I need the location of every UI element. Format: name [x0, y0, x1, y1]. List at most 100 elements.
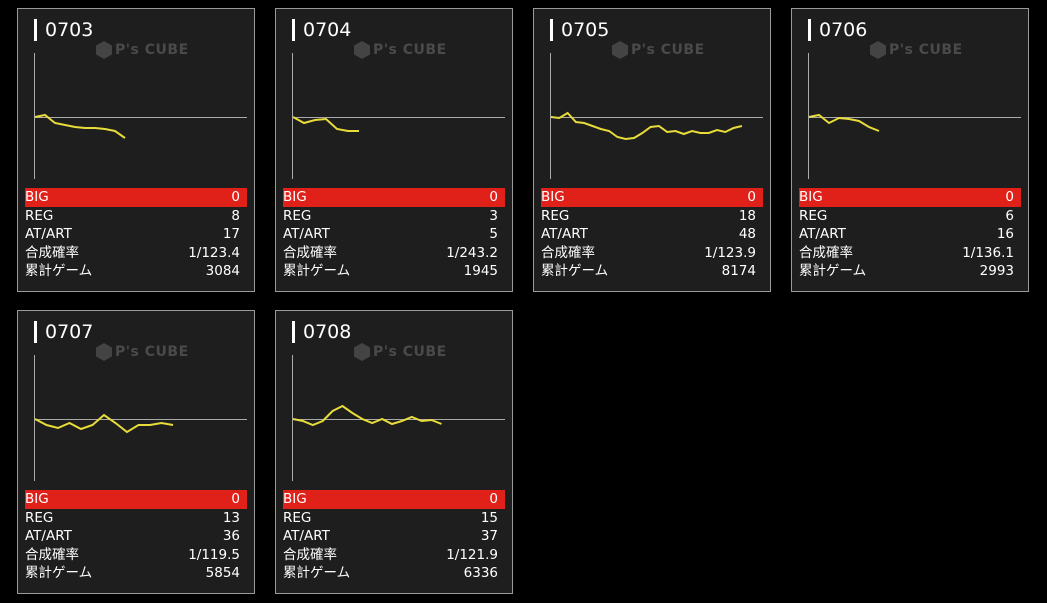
pscube-watermark-logo: P's CUBE [96, 41, 189, 59]
machine-number[interactable]: 0706 [808, 19, 867, 41]
stat-value: 3084 [205, 263, 240, 279]
watermark-text: P's CUBE [115, 42, 189, 58]
watermark-text: P's CUBE [631, 42, 705, 58]
stat-label: 累計ゲーム [25, 263, 93, 279]
pscube-watermark-logo: P's CUBE [354, 343, 447, 361]
stat-value: 1945 [463, 263, 498, 279]
stat-label: 累計ゲーム [283, 263, 351, 279]
machine-number[interactable]: 0707 [34, 321, 93, 343]
stat-label: BIG [541, 189, 565, 205]
stat-value: 17 [222, 226, 240, 242]
stats-table: BIG 0 REG 13 AT/ART 36 合成確率 1/119.5 累計ゲーム 585… [25, 490, 247, 583]
stat-value: 1/243.2 [446, 244, 498, 261]
pscube-watermark-logo: P's CUBE [612, 41, 705, 59]
stats-table: BIG 0 REG 15 AT/ART 37 合成確率 1/121.9 累計ゲーム 633… [283, 490, 505, 583]
stat-label: BIG [25, 491, 49, 507]
stat-label: 累計ゲーム [799, 263, 867, 279]
stat-value: 5 [489, 226, 498, 242]
stat-row-prob: 合成確率 1/121.9 [283, 546, 505, 565]
stat-label: 合成確率 [799, 244, 853, 261]
trend-chart [34, 53, 247, 179]
stat-label: 累計ゲーム [25, 565, 93, 581]
stat-label: AT/ART [541, 226, 588, 242]
stat-label: 合成確率 [25, 244, 79, 261]
pscube-watermark-logo: P's CUBE [870, 41, 963, 59]
stat-row-at: AT/ART 48 [541, 225, 763, 244]
trend-line [292, 116, 359, 132]
trend-line [808, 113, 880, 132]
stat-row-at: AT/ART 16 [799, 225, 1021, 244]
stat-row-reg: REG 15 [283, 509, 505, 528]
stat-label: BIG [799, 189, 823, 205]
stat-value: 8174 [721, 263, 756, 279]
stat-row-reg: REG 3 [283, 207, 505, 226]
machine-number[interactable]: 0705 [550, 19, 609, 41]
trend-line [34, 413, 174, 434]
stat-row-prob: 合成確率 1/119.5 [25, 546, 247, 565]
stat-value: 0 [489, 189, 498, 205]
machine-card[interactable]: 0705 P's CUBE BIG 0 REG 18 AT/ART 48 合成確率 1/… [533, 8, 771, 292]
stat-value: 0 [747, 189, 756, 205]
stat-row-prob: 合成確率 1/123.9 [541, 244, 763, 263]
stat-label: BIG [283, 189, 307, 205]
stats-table: BIG 0 REG 18 AT/ART 48 合成確率 1/123.9 累計ゲーム 817… [541, 188, 763, 281]
pscube-watermark-logo: P's CUBE [354, 41, 447, 59]
trend-chart [34, 355, 247, 481]
watermark-text: P's CUBE [373, 344, 447, 360]
stat-value: 1/123.4 [188, 244, 240, 261]
stat-value: 0 [489, 491, 498, 507]
stat-row-games: 累計ゲーム 1945 [283, 262, 505, 281]
trend-chart [550, 53, 763, 179]
stat-label: BIG [283, 491, 307, 507]
stat-label: 合成確率 [283, 244, 337, 261]
stat-row-big: BIG 0 [25, 188, 247, 207]
watermark-text: P's CUBE [373, 42, 447, 58]
stats-table: BIG 0 REG 8 AT/ART 17 合成確率 1/123.4 累計ゲーム 3084 [25, 188, 247, 281]
stat-label: REG [541, 207, 570, 224]
stat-row-prob: 合成確率 1/136.1 [799, 244, 1021, 263]
trend-chart [292, 355, 505, 481]
stat-row-big: BIG 0 [541, 188, 763, 207]
stat-label: REG [283, 509, 312, 526]
stat-value: 36 [222, 528, 240, 544]
stat-value: 1/123.9 [704, 244, 756, 261]
stat-value: 3 [489, 207, 498, 224]
stat-row-games: 累計ゲーム 2993 [799, 262, 1021, 281]
machine-number[interactable]: 0708 [292, 321, 351, 343]
stat-value: 16 [996, 226, 1014, 242]
stat-row-at: AT/ART 36 [25, 527, 247, 546]
trend-chart [808, 53, 1021, 179]
machine-number[interactable]: 0703 [34, 19, 93, 41]
stat-row-big: BIG 0 [283, 188, 505, 207]
stat-label: 合成確率 [541, 244, 595, 261]
trend-line [34, 113, 126, 139]
machine-card[interactable]: 0708 P's CUBE BIG 0 REG 15 AT/ART 37 合成確率 1/… [275, 310, 513, 594]
stats-table: BIG 0 REG 3 AT/ART 5 合成確率 1/243.2 累計ゲーム 1945 [283, 188, 505, 281]
cube-icon [354, 41, 370, 59]
stat-row-at: AT/ART 5 [283, 225, 505, 244]
stat-value: 48 [738, 226, 756, 242]
stat-row-reg: REG 18 [541, 207, 763, 226]
stat-value: 1/119.5 [188, 546, 240, 563]
stat-label: REG [283, 207, 312, 224]
stat-row-reg: REG 6 [799, 207, 1021, 226]
machine-card[interactable]: 0704 P's CUBE BIG 0 REG 3 AT/ART 5 合成確率 1/24… [275, 8, 513, 292]
stat-label: AT/ART [25, 528, 72, 544]
stat-label: AT/ART [799, 226, 846, 242]
cube-icon [612, 41, 628, 59]
stat-value: 0 [231, 491, 240, 507]
stat-value: 2993 [979, 263, 1014, 279]
watermark-text: P's CUBE [115, 344, 189, 360]
stat-label: 累計ゲーム [541, 263, 609, 279]
stat-row-games: 累計ゲーム 8174 [541, 262, 763, 281]
machine-card[interactable]: 0707 P's CUBE BIG 0 REG 13 AT/ART 36 合成確率 1/… [17, 310, 255, 594]
stat-row-big: BIG 0 [25, 490, 247, 509]
machine-number[interactable]: 0704 [292, 19, 351, 41]
machine-card[interactable]: 0706 P's CUBE BIG 0 REG 6 AT/ART 16 合成確率 1/1… [791, 8, 1029, 292]
stat-label: 合成確率 [25, 546, 79, 563]
cube-icon [870, 41, 886, 59]
stat-value: 5854 [205, 565, 240, 581]
stat-row-games: 累計ゲーム 5854 [25, 564, 247, 583]
stat-row-reg: REG 13 [25, 509, 247, 528]
machine-card[interactable]: 0703 P's CUBE BIG 0 REG 8 AT/ART 17 合成確率 1/1… [17, 8, 255, 292]
